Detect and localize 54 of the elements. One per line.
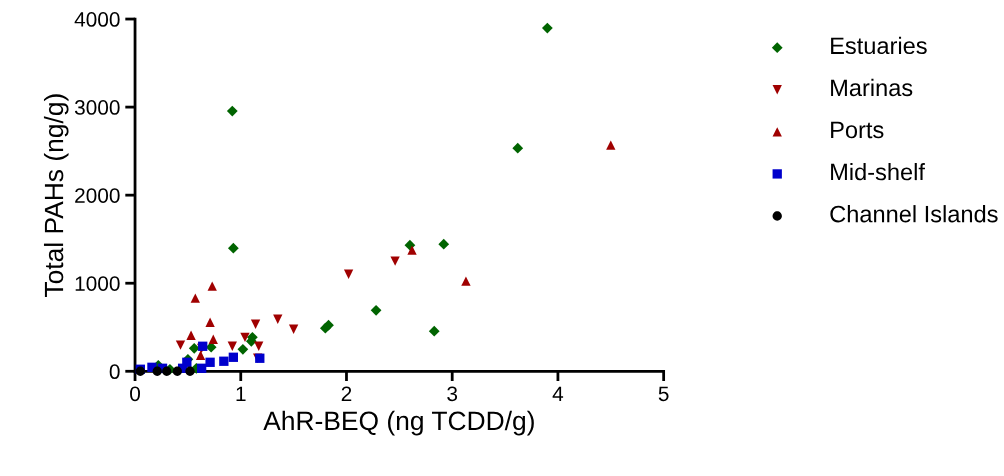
point: [390, 256, 400, 266]
point: [323, 319, 334, 331]
point: [370, 304, 382, 316]
point: [226, 105, 238, 117]
point: [606, 140, 616, 150]
y-tick-label: 4000: [74, 12, 120, 27]
point: [182, 357, 192, 367]
legend-label: Mid-shelf: [831, 163, 925, 181]
point: [438, 238, 450, 250]
point: [407, 245, 417, 255]
point: [228, 352, 239, 362]
point: [172, 366, 182, 376]
legend-label: Marinas: [831, 78, 913, 97]
x-axis-title: AhR-BEQ (ng TCDD/g): [263, 410, 534, 436]
legend-label: Ports: [831, 121, 884, 139]
point: [227, 341, 237, 351]
y-tick-label: 3000: [74, 100, 120, 115]
point: [152, 366, 162, 376]
point: [404, 239, 416, 251]
point: [208, 334, 218, 344]
legend-label: Channel Islands: [830, 205, 998, 223]
point: [207, 281, 217, 291]
x-tick-label: 5: [658, 386, 669, 402]
point: [240, 332, 250, 342]
point: [196, 363, 207, 373]
point: [288, 324, 299, 334]
point: [186, 330, 196, 340]
point: [461, 276, 471, 286]
y-tick-label: 2000: [75, 188, 120, 203]
point: [162, 366, 172, 376]
x-tick-label: 2: [341, 386, 352, 401]
point: [428, 325, 440, 337]
point: [195, 350, 206, 360]
point: [190, 293, 200, 303]
point: [219, 356, 229, 366]
x-tick-label: 0: [130, 386, 141, 402]
point: [188, 342, 200, 354]
legend-label: Estuaries: [831, 36, 927, 55]
y-tick-label: 0: [109, 364, 120, 380]
point: [250, 319, 261, 329]
point: [512, 142, 524, 154]
point: [343, 269, 354, 279]
point: [175, 340, 186, 350]
point: [185, 366, 195, 376]
point: [205, 317, 215, 327]
x-tick-label: 1: [236, 386, 246, 401]
point: [541, 22, 553, 34]
y-axis-title: Total PAHs (ng/g): [43, 94, 69, 297]
point: [227, 242, 239, 254]
point: [205, 357, 215, 367]
x-tick-label: 4: [552, 386, 564, 401]
x-tick-label: 3: [447, 386, 458, 402]
y-tick-label: 1000: [75, 276, 120, 291]
point: [237, 343, 249, 355]
